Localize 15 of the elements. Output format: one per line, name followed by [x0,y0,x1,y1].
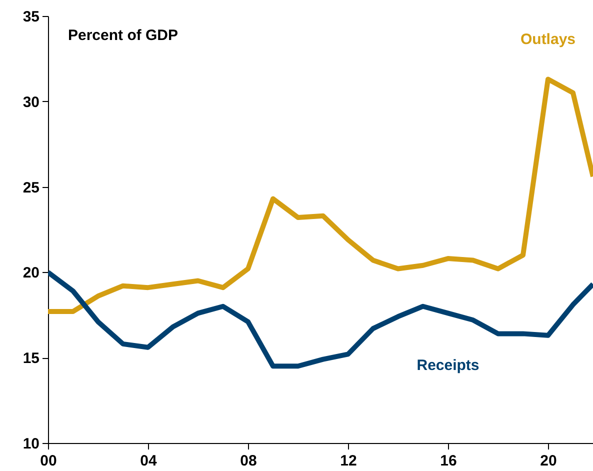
annotation: Percent of GDP [68,27,178,44]
x-tick-label: 08 [240,452,257,470]
x-tick-label: 12 [340,452,357,470]
x-tick-label: 16 [440,452,457,470]
y-tick-label: 30 [22,94,40,111]
x-tick-label: 20 [540,452,557,470]
y-tick-label: 25 [22,179,40,196]
x-tick-label: 00 [40,452,57,470]
x-tick-label: 04 [140,452,158,470]
series-label: Receipts [416,357,480,374]
text: Outlays [520,31,576,48]
y-tick-label: 35 [22,8,40,26]
y-tick-label: 15 [22,350,40,368]
y-tick-label: 10 [22,436,40,452]
y-tick-label: 20 [22,264,40,282]
